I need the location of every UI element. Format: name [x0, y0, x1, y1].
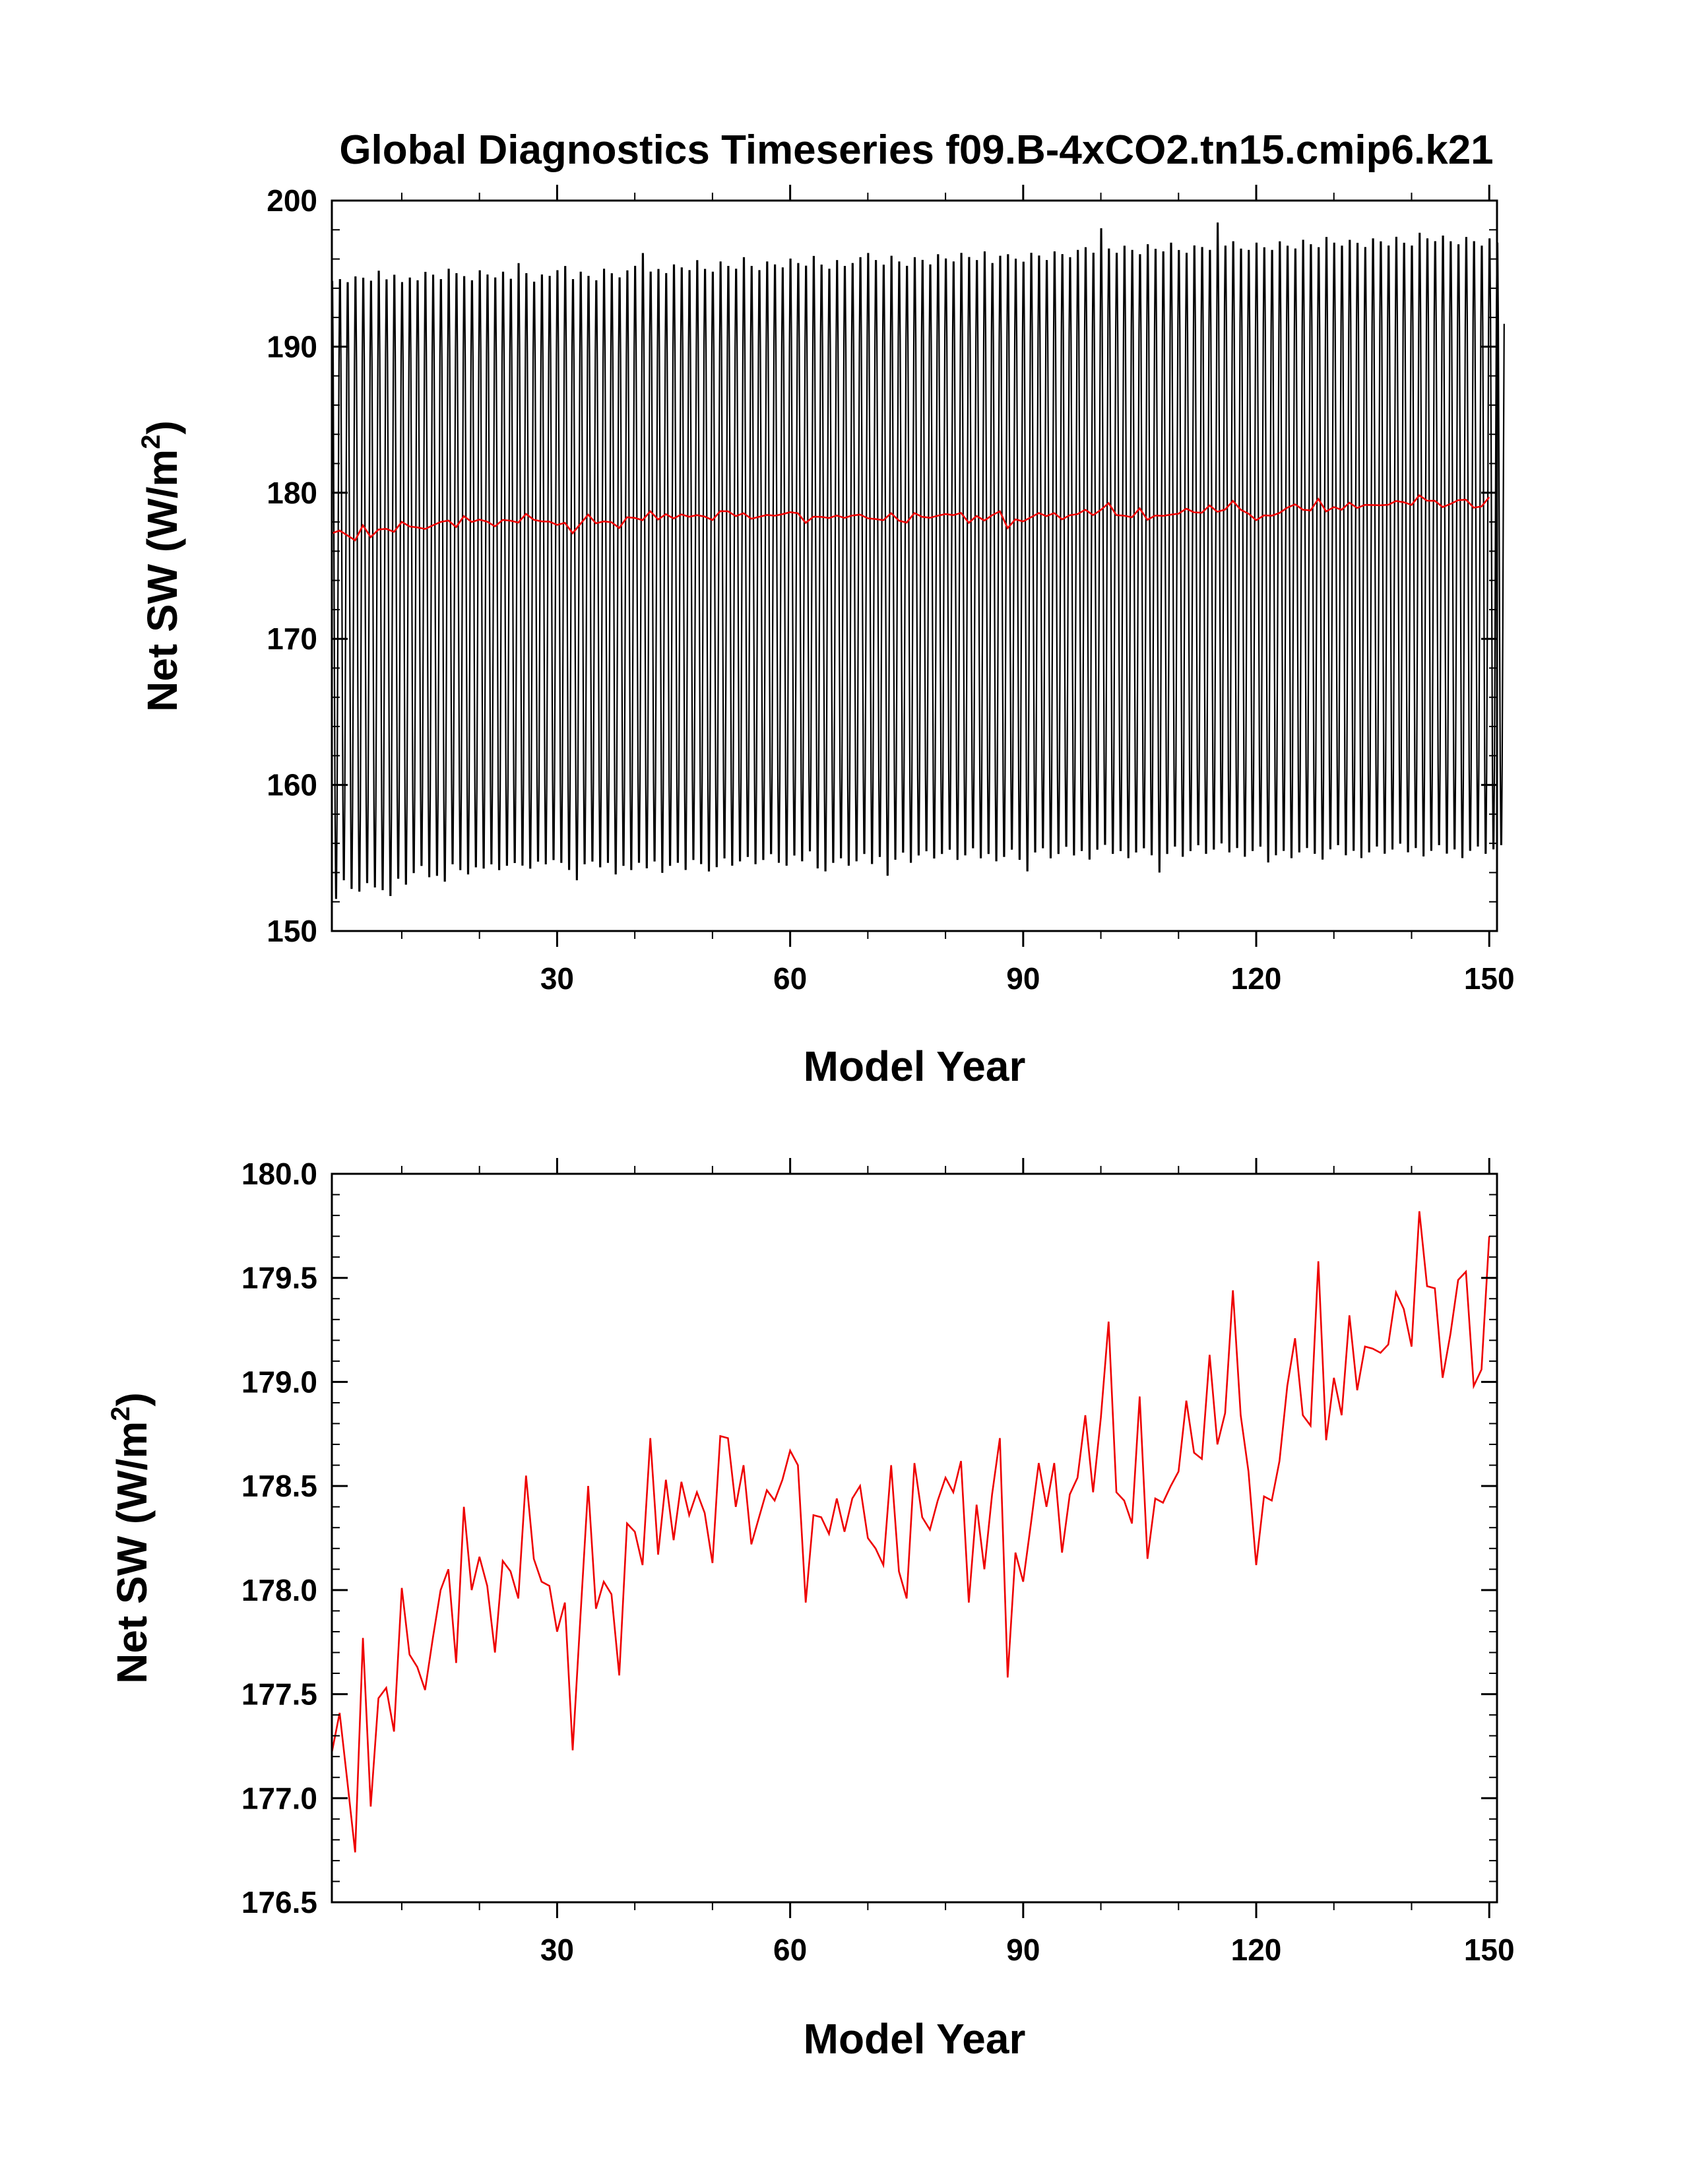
chart-title: Global Diagnostics Timeseries f09.B-4xCO… — [339, 127, 1493, 173]
top-frame — [331, 199, 1498, 932]
bottom-panel: 30 60 90 120 150 176.5 177.0 177.5 178.0 178.5 179… — [106, 1157, 1515, 2063]
bottom-x-tick-label: 120 — [1231, 1933, 1282, 1967]
bottom-x-axis-title: Model Year — [804, 2015, 1026, 2063]
bottom-y-tick-label: 176.5 — [241, 1885, 317, 1919]
bottom-y-tick-label: 178.0 — [241, 1573, 317, 1607]
top-y-tick-label: 190 — [267, 329, 317, 364]
top-x-tick-label: 60 — [773, 961, 807, 996]
top-y-tick-label: 180 — [267, 476, 317, 510]
top-x-tick-label: 30 — [540, 961, 574, 996]
bottom-annual-mean-line — [331, 1211, 1490, 1853]
bottom-y-axis-title-close: ) — [108, 1392, 156, 1406]
top-y-tick-label: 170 — [267, 622, 317, 656]
top-x-tick-label: 120 — [1231, 961, 1282, 996]
top-y-tick-label: 160 — [267, 768, 317, 802]
bottom-y-axis-title-sup: 2 — [106, 1406, 135, 1421]
bottom-y-tick-label: 178.5 — [241, 1469, 317, 1503]
top-y-tick-label: 150 — [267, 914, 317, 948]
bottom-x-tick-label: 60 — [773, 1933, 807, 1967]
top-y-axis-title-close: ) — [139, 420, 186, 434]
bottom-y-axis-title: Net SW (W/m2) — [106, 1392, 156, 1684]
top-x-axis-title: Model Year — [804, 1043, 1026, 1090]
bottom-y-axis-title-main: Net SW (W/m — [108, 1421, 156, 1684]
bottom-y-tick-label: 179.5 — [241, 1261, 317, 1295]
bottom-frame — [331, 1172, 1498, 1904]
top-x-tick-label: 90 — [1006, 961, 1040, 996]
top-plot-area — [331, 222, 1505, 899]
bottom-x-tick-label: 30 — [540, 1933, 574, 1967]
top-y-tick-label: 200 — [267, 183, 317, 218]
top-x-tick-label: 150 — [1464, 961, 1515, 996]
bottom-x-tick-label: 90 — [1006, 1933, 1040, 1967]
top-annual-mean-line — [331, 494, 1490, 542]
bottom-axes-ticks: 30 60 90 120 150 176.5 177.0 177.5 178.0 178.5 179… — [241, 1157, 1515, 1967]
bottom-y-tick-label: 179.0 — [241, 1365, 317, 1399]
bottom-x-tick-label: 150 — [1464, 1933, 1515, 1967]
bottom-y-tick-label: 180.0 — [241, 1157, 317, 1191]
top-y-axis-title-sup: 2 — [137, 434, 166, 449]
top-y-axis-title: Net SW (W/m2) — [137, 420, 186, 712]
bottom-y-tick-label: 177.5 — [241, 1677, 317, 1712]
bottom-y-tick-label: 177.0 — [241, 1781, 317, 1815]
top-axes-ticks: 30 60 90 120 150 150 160 170 180 190 200 — [267, 183, 1514, 996]
top-monthly-series-line — [331, 222, 1505, 899]
top-panel: 30 60 90 120 150 150 160 170 180 190 200 Model Yea… — [137, 183, 1515, 1090]
bottom-plot-area — [331, 1211, 1490, 1853]
top-y-axis-title-main: Net SW (W/m — [139, 449, 186, 712]
